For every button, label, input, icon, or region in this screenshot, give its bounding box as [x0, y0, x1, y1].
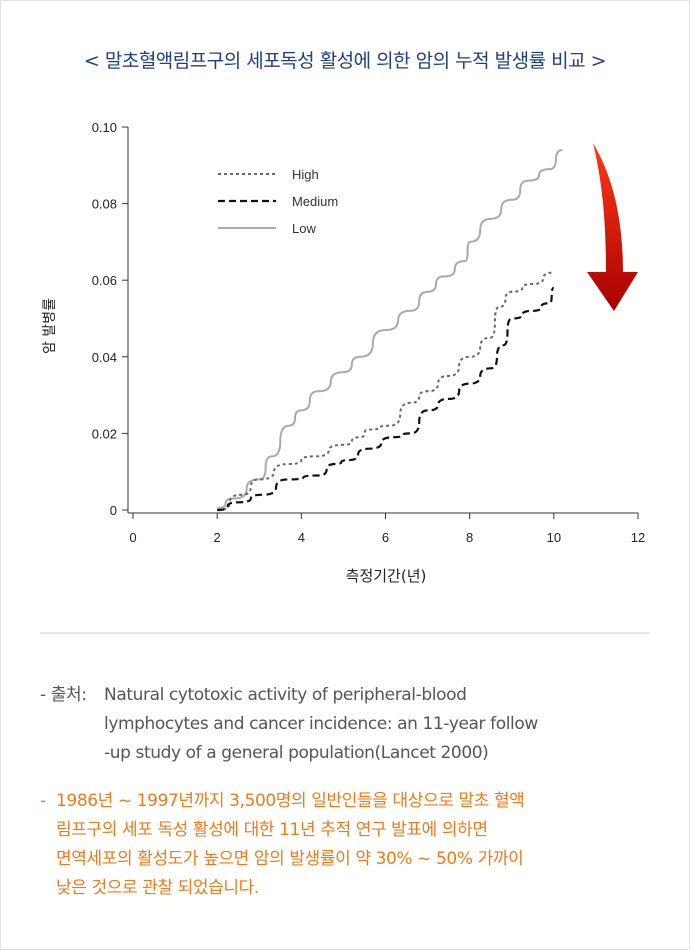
source-label: - 출처: [40, 685, 87, 705]
note-line: 림프구의 세포 독성 활성에 대한 11년 추적 연구 발표에 의하면 [56, 820, 488, 840]
x-tick-label: 0 [129, 530, 136, 545]
x-tick-label: 10 [547, 530, 561, 545]
source-citation: - 출처: Natural cytotoxic activity of peri… [40, 681, 660, 768]
y-tick-label: 0 [110, 503, 117, 518]
legend: High Medium Low [218, 167, 338, 236]
x-tick-label: 8 [466, 530, 473, 545]
x-tick-label: 12 [631, 530, 645, 545]
x-axis-label: 측정기간(년) [346, 567, 427, 585]
note-line: 면역세포의 활성도가 높으면 암의 발생률이 약 30% ~ 50% 가까이 [56, 849, 524, 869]
note-line: 낮은 것으로 관찰 되었습니다. [56, 878, 259, 898]
y-tick-label: 0.10 [92, 120, 117, 135]
y-tick-label: 0.08 [92, 197, 117, 212]
legend-label-medium: Medium [292, 194, 338, 209]
note-bullet: - [40, 791, 46, 811]
divider [40, 632, 650, 634]
x-tick-label: 6 [382, 530, 389, 545]
source-line: Natural cytotoxic activity of peripheral… [104, 685, 467, 705]
axes: 0 0.02 0.04 0.06 0.08 0.10 0 2 4 6 8 10 12 [92, 120, 646, 545]
down-arrow-icon [587, 143, 638, 311]
source-line: -up study of a general population(Lancet… [104, 743, 489, 763]
series-line-low [217, 149, 563, 510]
series-line-high [217, 271, 554, 511]
x-tick-label: 2 [214, 530, 221, 545]
series-line-medium [217, 286, 555, 512]
legend-label-low: Low [292, 221, 316, 236]
x-tick-label: 4 [298, 530, 305, 545]
series-group [217, 149, 563, 512]
study-note: - 1986년 ~ 1997년까지 3,500명의 일반인들을 대상으로 말초 … [40, 787, 660, 903]
legend-label-high: High [292, 167, 319, 182]
y-tick-label: 0.06 [92, 273, 117, 288]
y-axis-label: 암 발병률 [42, 298, 58, 354]
chart-title: < 말초혈액림프구의 세포독성 활성에 의한 암의 누적 발생률 비교 > [83, 50, 607, 72]
y-tick-label: 0.02 [92, 426, 117, 441]
y-tick-label: 0.04 [92, 350, 117, 365]
cumulative-incidence-chart: 0 0.02 0.04 0.06 0.08 0.10 0 2 4 6 8 10 12 High Mediu… [42, 120, 646, 585]
note-line: 1986년 ~ 1997년까지 3,500명의 일반인들을 대상으로 말초 혈액 [56, 791, 525, 811]
source-line: lymphocytes and cancer incidence: an 11-… [104, 714, 538, 734]
